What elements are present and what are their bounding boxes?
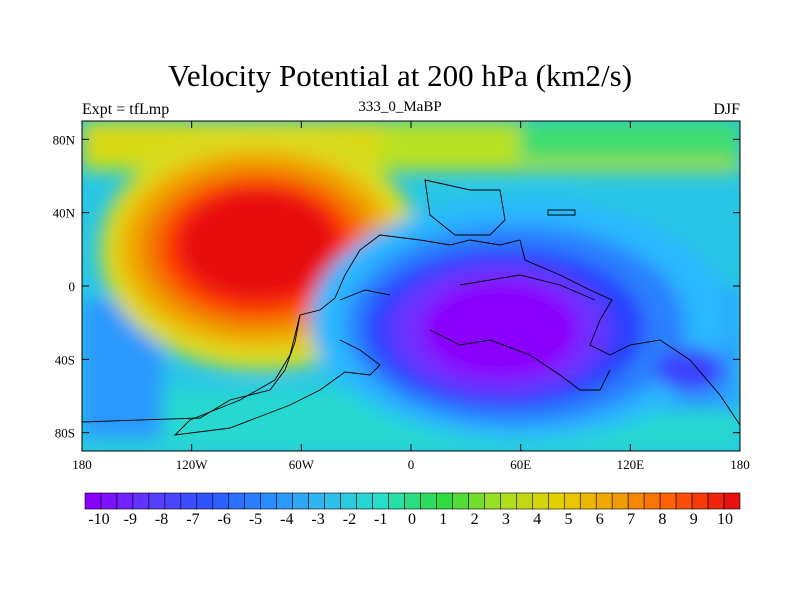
colorbar-cell bbox=[563, 492, 581, 510]
colorbar-cell bbox=[579, 492, 597, 510]
x-tick-label: 60W bbox=[289, 457, 315, 472]
colorbar-cell bbox=[611, 492, 629, 510]
colorbar-cell bbox=[516, 492, 533, 510]
colorbar-label: 3 bbox=[502, 511, 510, 528]
colorbar-cell bbox=[691, 492, 709, 510]
colorbar-label: 2 bbox=[471, 511, 479, 528]
colorbar-cell bbox=[132, 492, 150, 510]
colorbar-cell bbox=[547, 492, 565, 510]
colorbar-cell bbox=[244, 492, 262, 510]
colorbar-cell bbox=[340, 492, 357, 510]
colorbar-cell bbox=[659, 492, 677, 510]
colorbar-cell bbox=[324, 492, 341, 510]
colorbar-cell bbox=[148, 492, 166, 510]
y-tick-label: 40S bbox=[55, 352, 75, 367]
colorbar-cell bbox=[100, 492, 118, 510]
colorbar-cell bbox=[84, 492, 102, 510]
colorbar-cell bbox=[675, 492, 693, 510]
colorbar-cell bbox=[372, 492, 389, 510]
x-tick-label: 180 bbox=[730, 457, 750, 472]
colorbar-label: 7 bbox=[627, 511, 635, 528]
colorbar-label: -7 bbox=[186, 511, 199, 528]
chart-title: Velocity Potential at 200 hPa (km2/s) bbox=[167, 58, 633, 93]
colorbar-cell bbox=[308, 492, 325, 510]
colorbar-label: 4 bbox=[533, 511, 541, 528]
right-subtitle: DJF bbox=[713, 101, 740, 118]
colorbar-cell bbox=[116, 492, 134, 510]
colorbar-label: 0 bbox=[408, 511, 416, 528]
colorbar-cell bbox=[292, 492, 309, 510]
colorbar-label: -5 bbox=[249, 511, 262, 528]
x-tick-label: 180 bbox=[72, 457, 92, 472]
coastlines bbox=[82, 179, 740, 436]
colorbar-label: -6 bbox=[218, 511, 231, 528]
center-subtitle: 333_0_MaBP bbox=[358, 99, 442, 115]
colorbar-cell bbox=[723, 492, 741, 510]
colorbar-label: 1 bbox=[439, 511, 447, 528]
colorbar-label: -4 bbox=[280, 511, 293, 528]
colorbar-label: -10 bbox=[88, 511, 109, 528]
left-subtitle: Expt = tfLmp bbox=[82, 101, 170, 118]
colorbar-cell bbox=[707, 492, 725, 510]
colorbar-label: 10 bbox=[717, 511, 733, 528]
colorbar-cell bbox=[484, 492, 501, 510]
colorbar-cell bbox=[276, 492, 293, 510]
colorbar-cell bbox=[356, 492, 373, 510]
colorbar-cell bbox=[196, 492, 214, 510]
y-tick-label: 80S bbox=[55, 426, 75, 441]
colorbar-label: -8 bbox=[155, 511, 168, 528]
colorbar-label: -2 bbox=[343, 511, 356, 528]
colorbar-cell bbox=[212, 492, 230, 510]
colorbar-cell bbox=[180, 492, 198, 510]
colorbar-label: 6 bbox=[596, 511, 604, 528]
colorbar-cell bbox=[532, 492, 549, 510]
colorbar-cell bbox=[420, 492, 437, 510]
x-tick-label: 0 bbox=[408, 457, 415, 472]
colorbar-label: 9 bbox=[690, 511, 698, 528]
colorbar-cell bbox=[404, 492, 421, 510]
x-tick-label: 120W bbox=[176, 457, 209, 472]
colorbar-cell bbox=[468, 492, 485, 510]
colorbar-label: 5 bbox=[565, 511, 573, 528]
colorbar-label: -3 bbox=[311, 511, 324, 528]
colorbar-cell bbox=[643, 492, 661, 510]
contour-field bbox=[82, 121, 740, 451]
colorbar-cell bbox=[164, 492, 182, 510]
colorbar-cell bbox=[452, 492, 469, 510]
y-tick-label: 80N bbox=[53, 132, 76, 147]
x-tick-label: 60E bbox=[510, 457, 531, 472]
colorbar-cell bbox=[260, 492, 278, 510]
colorbar-cell bbox=[436, 492, 453, 510]
colorbar-cell bbox=[388, 492, 405, 510]
y-tick-label: 40N bbox=[53, 206, 76, 221]
x-tick-label: 120E bbox=[617, 457, 645, 472]
colorbar-cell bbox=[595, 492, 613, 510]
colorbar-label: 8 bbox=[658, 511, 666, 528]
colorbar-cell bbox=[228, 492, 246, 510]
colorbar-cell bbox=[500, 492, 517, 510]
colorbar-label: -1 bbox=[374, 511, 387, 528]
colorbar-cell bbox=[627, 492, 645, 510]
y-tick-label: 0 bbox=[69, 279, 76, 294]
colorbar-label: -9 bbox=[124, 511, 137, 528]
